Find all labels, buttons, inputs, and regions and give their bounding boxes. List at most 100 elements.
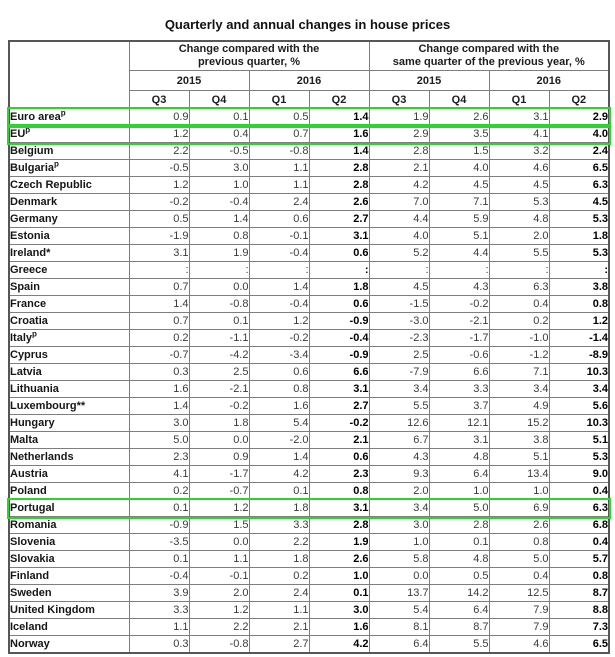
value-cell: 3.4 xyxy=(548,380,610,398)
value-cell: -7.9 xyxy=(368,363,430,381)
country-name: Portugal xyxy=(10,502,55,514)
value-cell: 1.1 xyxy=(128,618,190,636)
value-cell: 2.7 xyxy=(308,210,370,228)
quarter-header: Q4 xyxy=(188,90,250,109)
value-cell: -0.8 xyxy=(188,295,250,313)
value-cell: -2.1 xyxy=(428,312,490,330)
country-name: United Kingdom xyxy=(10,604,95,616)
value-cell: 0.5 xyxy=(128,210,190,228)
value-cell: 4.0 xyxy=(368,227,430,245)
value-cell: 2.0 xyxy=(368,482,430,500)
value-cell: 1.2 xyxy=(548,312,610,330)
value-cell: 0.2 xyxy=(128,482,190,500)
country-cell: Greece xyxy=(8,261,130,279)
value-cell: 6.4 xyxy=(368,635,430,654)
table-row: Denmark -0.2 -0.4 2.4 2.6 7.0 7.1 5.3 4.5 xyxy=(8,193,610,211)
value-cell: 7.1 xyxy=(488,363,550,381)
value-cell: 5.1 xyxy=(488,448,550,466)
value-cell: 6.3 xyxy=(548,176,610,194)
value-cell: 1.6 xyxy=(308,618,370,636)
value-cell: 3.7 xyxy=(428,397,490,415)
value-cell: 0.4 xyxy=(188,125,250,143)
value-cell: -4.2 xyxy=(188,346,250,364)
value-cell: -0.1 xyxy=(188,567,250,585)
value-cell: 4.2 xyxy=(368,176,430,194)
value-cell: 3.3 xyxy=(428,380,490,398)
value-cell: 2.1 xyxy=(368,159,430,177)
value-cell: 5.1 xyxy=(428,227,490,245)
country-name: Hungary xyxy=(10,417,55,429)
value-cell: 4.6 xyxy=(488,159,550,177)
value-cell: 4.5 xyxy=(488,176,550,194)
country-name: Iceland xyxy=(10,621,48,633)
year-header: 2016 xyxy=(248,70,370,91)
value-cell: 3.1 xyxy=(428,431,490,449)
country-cell: United Kingdom xyxy=(8,601,130,619)
value-cell: 0.8 xyxy=(548,567,610,585)
value-cell: -0.4 xyxy=(308,329,370,347)
country-name: Sweden xyxy=(10,587,52,599)
country-name: Austria xyxy=(10,468,48,480)
value-cell: 6.7 xyxy=(368,431,430,449)
value-cell: 2.6 xyxy=(428,108,490,126)
value-cell: 7.9 xyxy=(488,618,550,636)
value-cell: 1.8 xyxy=(308,278,370,296)
table-row: Croatia 0.7 0.1 1.2 -0.9 -3.0 -2.1 0.2 1.2 xyxy=(8,312,610,330)
country-name: Cyprus xyxy=(10,349,48,361)
value-cell: -0.4 xyxy=(248,244,310,262)
value-cell: 1.2 xyxy=(188,499,250,517)
value-cell: -1.4 xyxy=(548,329,610,347)
value-cell: 12.6 xyxy=(368,414,430,432)
value-cell: 13.4 xyxy=(488,465,550,483)
value-cell: 1.1 xyxy=(188,550,250,568)
table-row: Bulgariap -0.5 3.0 1.1 2.8 2.1 4.0 4.6 6.5 xyxy=(8,159,610,177)
value-cell: -0.2 xyxy=(428,295,490,313)
value-cell: : xyxy=(308,261,370,279)
table-row: Spain 0.7 0.0 1.4 1.8 4.5 4.3 6.3 3.8 xyxy=(8,278,610,296)
country-cell: Spain xyxy=(8,278,130,296)
value-cell: 2.5 xyxy=(188,363,250,381)
value-cell: -0.4 xyxy=(248,295,310,313)
country-cell: Slovakia xyxy=(8,550,130,568)
value-cell: 0.4 xyxy=(488,295,550,313)
value-cell: 6.3 xyxy=(488,278,550,296)
value-cell: : xyxy=(128,261,190,279)
value-cell: 3.1 xyxy=(308,499,370,517)
year-header: 2015 xyxy=(128,70,250,91)
value-cell: 1.6 xyxy=(128,380,190,398)
value-cell: 1.9 xyxy=(188,244,250,262)
value-cell: 0.6 xyxy=(308,448,370,466)
value-cell: 2.0 xyxy=(488,227,550,245)
value-cell: 0.2 xyxy=(248,567,310,585)
value-cell: -0.9 xyxy=(128,516,190,534)
value-cell: 3.8 xyxy=(488,431,550,449)
country-name: Croatia xyxy=(10,315,48,327)
value-cell: -0.2 xyxy=(308,414,370,432)
country-name: Germany xyxy=(10,213,58,225)
value-cell: -0.5 xyxy=(128,159,190,177)
country-cell: Bulgariap xyxy=(8,159,130,177)
value-cell: 1.1 xyxy=(248,176,310,194)
table-row: Austria 4.1 -1.7 4.2 2.3 9.3 6.4 13.4 9.0 xyxy=(8,465,610,483)
value-cell: -3.0 xyxy=(368,312,430,330)
value-cell: 3.1 xyxy=(488,108,550,126)
value-cell: 4.4 xyxy=(368,210,430,228)
table-row: EUp 1.2 0.4 0.7 1.6 2.9 3.5 4.1 4.0 xyxy=(8,125,610,143)
value-cell: 0.1 xyxy=(428,533,490,551)
value-cell: 0.1 xyxy=(188,312,250,330)
country-name: Netherlands xyxy=(10,451,74,463)
value-cell: 5.3 xyxy=(488,193,550,211)
value-cell: 4.8 xyxy=(488,210,550,228)
value-cell: 4.1 xyxy=(128,465,190,483)
country-cell: France xyxy=(8,295,130,313)
country-cell: Estonia xyxy=(8,227,130,245)
value-cell: 5.8 xyxy=(368,550,430,568)
country-name: Slovakia xyxy=(10,553,55,565)
value-cell: 2.2 xyxy=(188,618,250,636)
country-cell: Italyp xyxy=(8,329,130,347)
value-cell: -0.1 xyxy=(248,227,310,245)
value-cell: 1.0 xyxy=(188,176,250,194)
value-cell: 1.9 xyxy=(368,108,430,126)
country-name: Belgium xyxy=(10,145,54,157)
value-cell: 2.8 xyxy=(308,516,370,534)
